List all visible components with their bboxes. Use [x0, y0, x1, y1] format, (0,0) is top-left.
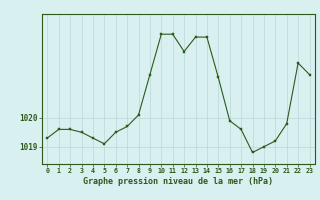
X-axis label: Graphe pression niveau de la mer (hPa): Graphe pression niveau de la mer (hPa) — [84, 177, 273, 186]
